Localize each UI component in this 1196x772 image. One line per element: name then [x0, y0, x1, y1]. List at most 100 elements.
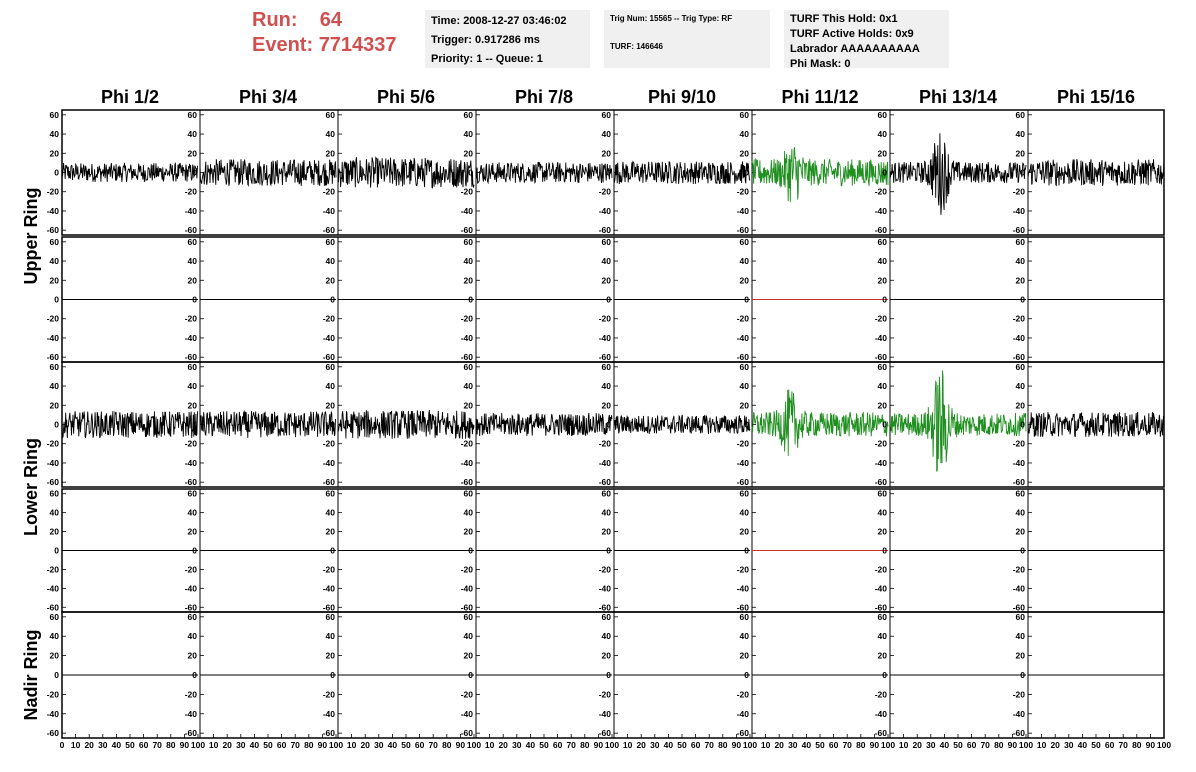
- y-tick-label: 40: [602, 381, 612, 391]
- x-tick-label: 90: [318, 740, 328, 750]
- y-tick-label: -60: [737, 225, 750, 235]
- y-tick-label: -40: [599, 206, 612, 216]
- y-tick-label: 60: [602, 489, 612, 499]
- y-tick-label: -40: [875, 458, 888, 468]
- y-tick-label: 0: [744, 546, 749, 556]
- y-tick-label: -60: [185, 728, 198, 738]
- y-tick-label: -40: [185, 333, 198, 343]
- y-tick-label: -20: [185, 187, 198, 197]
- y-tick-label: 40: [50, 631, 60, 641]
- y-tick-label: 60: [1016, 612, 1026, 622]
- y-tick-label: 20: [188, 651, 198, 661]
- y-tick-label: 20: [740, 148, 750, 158]
- x-tick-label: 90: [1146, 740, 1156, 750]
- x-tick-label: 30: [512, 740, 522, 750]
- y-tick-label: 0: [606, 168, 611, 178]
- x-tick-label: 90: [180, 740, 190, 750]
- y-tick-label: 0: [468, 546, 473, 556]
- y-tick-label: 0: [882, 295, 887, 305]
- y-tick-label: 60: [188, 237, 198, 247]
- y-tick-label: 60: [740, 362, 750, 372]
- waveform-trace: [199, 409, 337, 438]
- x-tick-label: 10: [1037, 740, 1047, 750]
- waveform-trace: [199, 159, 337, 187]
- x-tick-label: 60: [277, 740, 287, 750]
- phi-mask-text: Phi Mask: 0: [790, 58, 851, 70]
- y-tick-label: -60: [1013, 225, 1026, 235]
- y-tick-label: 60: [188, 362, 198, 372]
- y-tick-label: 60: [1016, 110, 1026, 120]
- run-event-box: Run: 64 Event: 7714337: [252, 8, 397, 58]
- y-tick-label: -40: [875, 583, 888, 593]
- y-tick-label: 60: [50, 362, 60, 372]
- y-tick-label: 20: [188, 527, 198, 537]
- y-tick-label: -60: [323, 602, 336, 612]
- y-tick-label: -60: [1013, 352, 1026, 362]
- y-tick-label: 60: [50, 612, 60, 622]
- y-tick-label: 20: [464, 527, 474, 537]
- waveform-trace: [61, 162, 199, 183]
- y-tick-label: -60: [461, 602, 474, 612]
- y-tick-label: 40: [1016, 508, 1026, 518]
- x-tick-label: 90: [732, 740, 742, 750]
- y-tick-label: 0: [1020, 670, 1025, 680]
- y-tick-label: 40: [878, 256, 888, 266]
- x-tick-label: 30: [374, 740, 384, 750]
- y-tick-label: -40: [323, 206, 336, 216]
- y-tick-label: 40: [602, 256, 612, 266]
- y-tick-label: -20: [599, 564, 612, 574]
- y-tick-label: -60: [737, 477, 750, 487]
- x-tick-label: 50: [263, 740, 273, 750]
- y-tick-label: 20: [878, 275, 888, 285]
- y-tick-label: 40: [188, 381, 198, 391]
- y-tick-label: -20: [875, 564, 888, 574]
- y-tick-label: 0: [54, 168, 59, 178]
- y-tick-label: 0: [468, 420, 473, 430]
- y-tick-label: -60: [185, 477, 198, 487]
- y-tick-label: 20: [188, 400, 198, 410]
- y-tick-label: -40: [47, 333, 60, 343]
- x-tick-label: 100: [467, 740, 481, 750]
- y-tick-label: 20: [878, 148, 888, 158]
- y-tick-label: -20: [875, 314, 888, 324]
- y-tick-label: 60: [50, 110, 60, 120]
- y-tick-label: 0: [744, 295, 749, 305]
- x-tick-label: 60: [139, 740, 149, 750]
- y-tick-label: -60: [47, 728, 60, 738]
- y-tick-label: 20: [326, 527, 336, 537]
- x-tick-label: 70: [842, 740, 852, 750]
- y-tick-label: -20: [1013, 187, 1026, 197]
- y-tick-label: -60: [875, 602, 888, 612]
- y-tick-label: -40: [737, 333, 750, 343]
- x-tick-label: 80: [304, 740, 314, 750]
- x-tick-label: 20: [222, 740, 232, 750]
- x-tick-label: 60: [829, 740, 839, 750]
- x-tick-label: 100: [191, 740, 205, 750]
- y-tick-label: 0: [606, 546, 611, 556]
- x-tick-label: 30: [788, 740, 798, 750]
- x-tick-label: 10: [761, 740, 771, 750]
- y-tick-label: -60: [461, 225, 474, 235]
- x-tick-label: 80: [856, 740, 866, 750]
- y-tick-label: -40: [1013, 206, 1026, 216]
- y-tick-label: 40: [188, 631, 198, 641]
- x-tick-label: 10: [209, 740, 219, 750]
- y-tick-label: -20: [461, 314, 474, 324]
- y-tick-label: -40: [875, 333, 888, 343]
- y-tick-label: -20: [875, 439, 888, 449]
- y-tick-label: 0: [882, 546, 887, 556]
- y-tick-label: 60: [878, 110, 888, 120]
- y-tick-label: -20: [185, 689, 198, 699]
- y-tick-label: -20: [461, 689, 474, 699]
- y-tick-label: -60: [737, 728, 750, 738]
- y-tick-label: 20: [878, 651, 888, 661]
- y-tick-label: 0: [882, 670, 887, 680]
- y-tick-label: 0: [54, 670, 59, 680]
- y-tick-label: -60: [737, 602, 750, 612]
- y-tick-label: -20: [737, 187, 750, 197]
- y-tick-label: 20: [602, 400, 612, 410]
- y-tick-label: -40: [323, 583, 336, 593]
- y-tick-label: -60: [1013, 728, 1026, 738]
- y-tick-label: -40: [323, 709, 336, 719]
- column-title: Phi 9/10: [648, 87, 716, 107]
